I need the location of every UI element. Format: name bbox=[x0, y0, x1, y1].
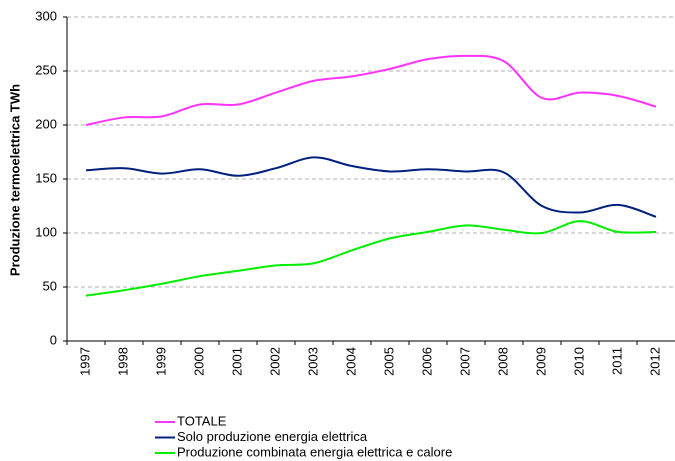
x-tick-label: 2012 bbox=[647, 347, 662, 376]
legend-label: TOTALE bbox=[177, 413, 227, 428]
series-line bbox=[85, 54, 657, 126]
x-tick-label: 2006 bbox=[419, 347, 434, 376]
y-tick-label: 0 bbox=[50, 332, 57, 347]
x-tick-label: 2004 bbox=[343, 347, 358, 376]
x-tick-label: 2003 bbox=[305, 347, 320, 376]
x-tick-label: 1998 bbox=[115, 347, 130, 376]
y-axis-label: Produzione termoelettrica TWh bbox=[7, 84, 22, 276]
y-tick-label: 200 bbox=[35, 116, 57, 131]
x-tick-label: 1997 bbox=[77, 347, 92, 376]
y-tick-label: 300 bbox=[35, 8, 57, 23]
legend-label: Produzione combinata energia elettrica e… bbox=[177, 444, 452, 459]
series-line bbox=[85, 156, 657, 218]
x-tick-label: 2002 bbox=[267, 347, 282, 376]
x-tick-label: 2001 bbox=[229, 347, 244, 376]
y-tick-label: 250 bbox=[35, 62, 57, 77]
legend-label: Solo produzione energia elettrica bbox=[177, 429, 368, 444]
x-tick-label: 2005 bbox=[381, 347, 396, 376]
x-tick-label: 2009 bbox=[533, 347, 548, 376]
x-tick-label: 2008 bbox=[495, 347, 510, 376]
x-tick-label: 2007 bbox=[457, 347, 472, 376]
y-tick-label: 150 bbox=[35, 170, 57, 185]
x-tick-label: 2011 bbox=[609, 347, 624, 375]
x-tick-label: 1999 bbox=[153, 347, 168, 376]
y-tick-label: 50 bbox=[43, 278, 57, 293]
y-tick-label: 100 bbox=[35, 224, 57, 239]
series-line bbox=[85, 220, 657, 297]
x-tick-label: 2000 bbox=[191, 347, 206, 376]
x-tick-label: 2010 bbox=[571, 347, 586, 376]
